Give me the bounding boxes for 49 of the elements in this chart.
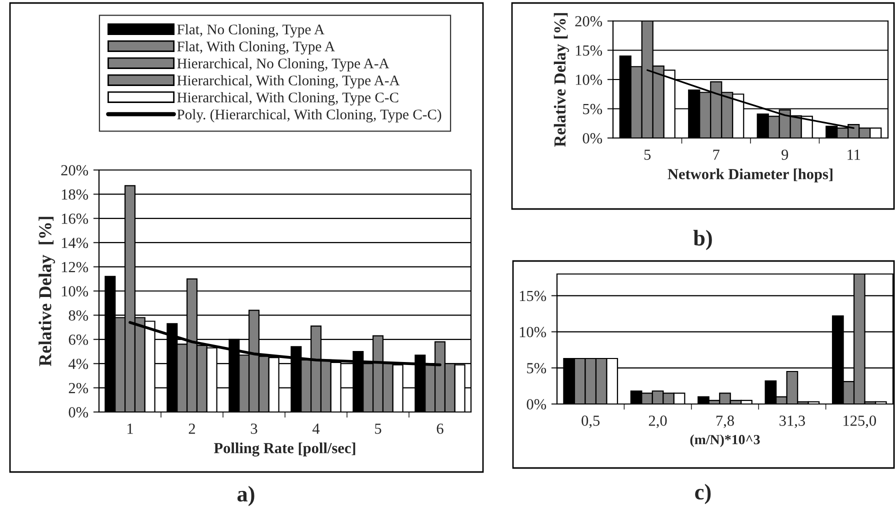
y-tick-label: 6% — [68, 334, 88, 345]
y-axis-title: Relative Delay [%] — [38, 216, 56, 366]
x-tick-label: 11 — [848, 150, 860, 160]
y-tick-label: 10% — [576, 74, 602, 85]
y-tick-label: 16% — [62, 214, 88, 224]
x-tick-label: 2 — [188, 424, 195, 434]
text: a) — [237, 486, 254, 506]
x-axis-title: Polling Rate [poll/sec] — [214, 442, 356, 456]
y-tick-label: 18% — [62, 189, 88, 200]
x-tick-label: 7,8 — [716, 416, 734, 428]
legend-label: Hierarchical, With Cloning, Type C-C — [177, 92, 398, 106]
y-tick-label: 15% — [520, 290, 546, 302]
x-tick-label: 31,3 — [780, 416, 805, 428]
legend-label: Hierarchical, With Cloning, Type A-A — [177, 75, 400, 88]
x-tick-label: 5 — [375, 424, 382, 434]
legend-label: Flat, No Cloning, Type A — [177, 24, 324, 38]
x-tick-label: 5 — [644, 150, 651, 160]
y-tick-label: 0% — [582, 133, 602, 144]
x-axis-title: (m/N)*10^3 — [690, 434, 760, 448]
legend-label: Hierarchical, No Cloning, Type A-A — [177, 58, 390, 72]
y-tick-label: 0% — [526, 399, 546, 410]
y-tick-label: 10% — [520, 326, 546, 338]
x-tick-label: 1 — [128, 424, 133, 434]
y-tick-label: 4% — [68, 358, 88, 370]
x-tick-label: 6 — [436, 424, 444, 434]
x-tick-label: 9 — [782, 150, 788, 160]
text: b) — [693, 230, 712, 250]
x-tick-label: 0,5 — [582, 416, 600, 428]
y-tick-label: 15% — [576, 45, 602, 56]
x-tick-label: 4 — [312, 424, 320, 434]
y-tick-label: 20% — [575, 16, 602, 26]
y-tick-label: 12% — [62, 262, 88, 272]
text: c) — [695, 484, 711, 504]
y-tick-label: 5% — [583, 104, 602, 114]
y-tick-label: 10% — [62, 286, 88, 296]
y-tick-label: 20% — [61, 165, 88, 176]
x-tick-label: 3 — [250, 424, 258, 434]
y-tick-label: 8% — [68, 310, 88, 321]
x-tick-label: 7 — [713, 150, 720, 160]
x-tick-label: 2,0 — [648, 416, 667, 428]
x-tick-label: 125,0 — [844, 416, 876, 428]
legend-label: Poly. (Hierarchical, With Cloning, Type C-C) — [177, 109, 442, 122]
y-tick-label: 5% — [527, 363, 546, 374]
y-tick-label: 2% — [68, 382, 88, 394]
legend-label: Flat, With Cloning, Type A — [177, 41, 335, 54]
y-tick-label: 14% — [62, 238, 88, 248]
x-axis-title: Network Diameter [hops] — [668, 168, 832, 182]
y-axis-title: Relative Delay [%] — [554, 13, 570, 147]
y-tick-label: 0% — [68, 407, 88, 418]
